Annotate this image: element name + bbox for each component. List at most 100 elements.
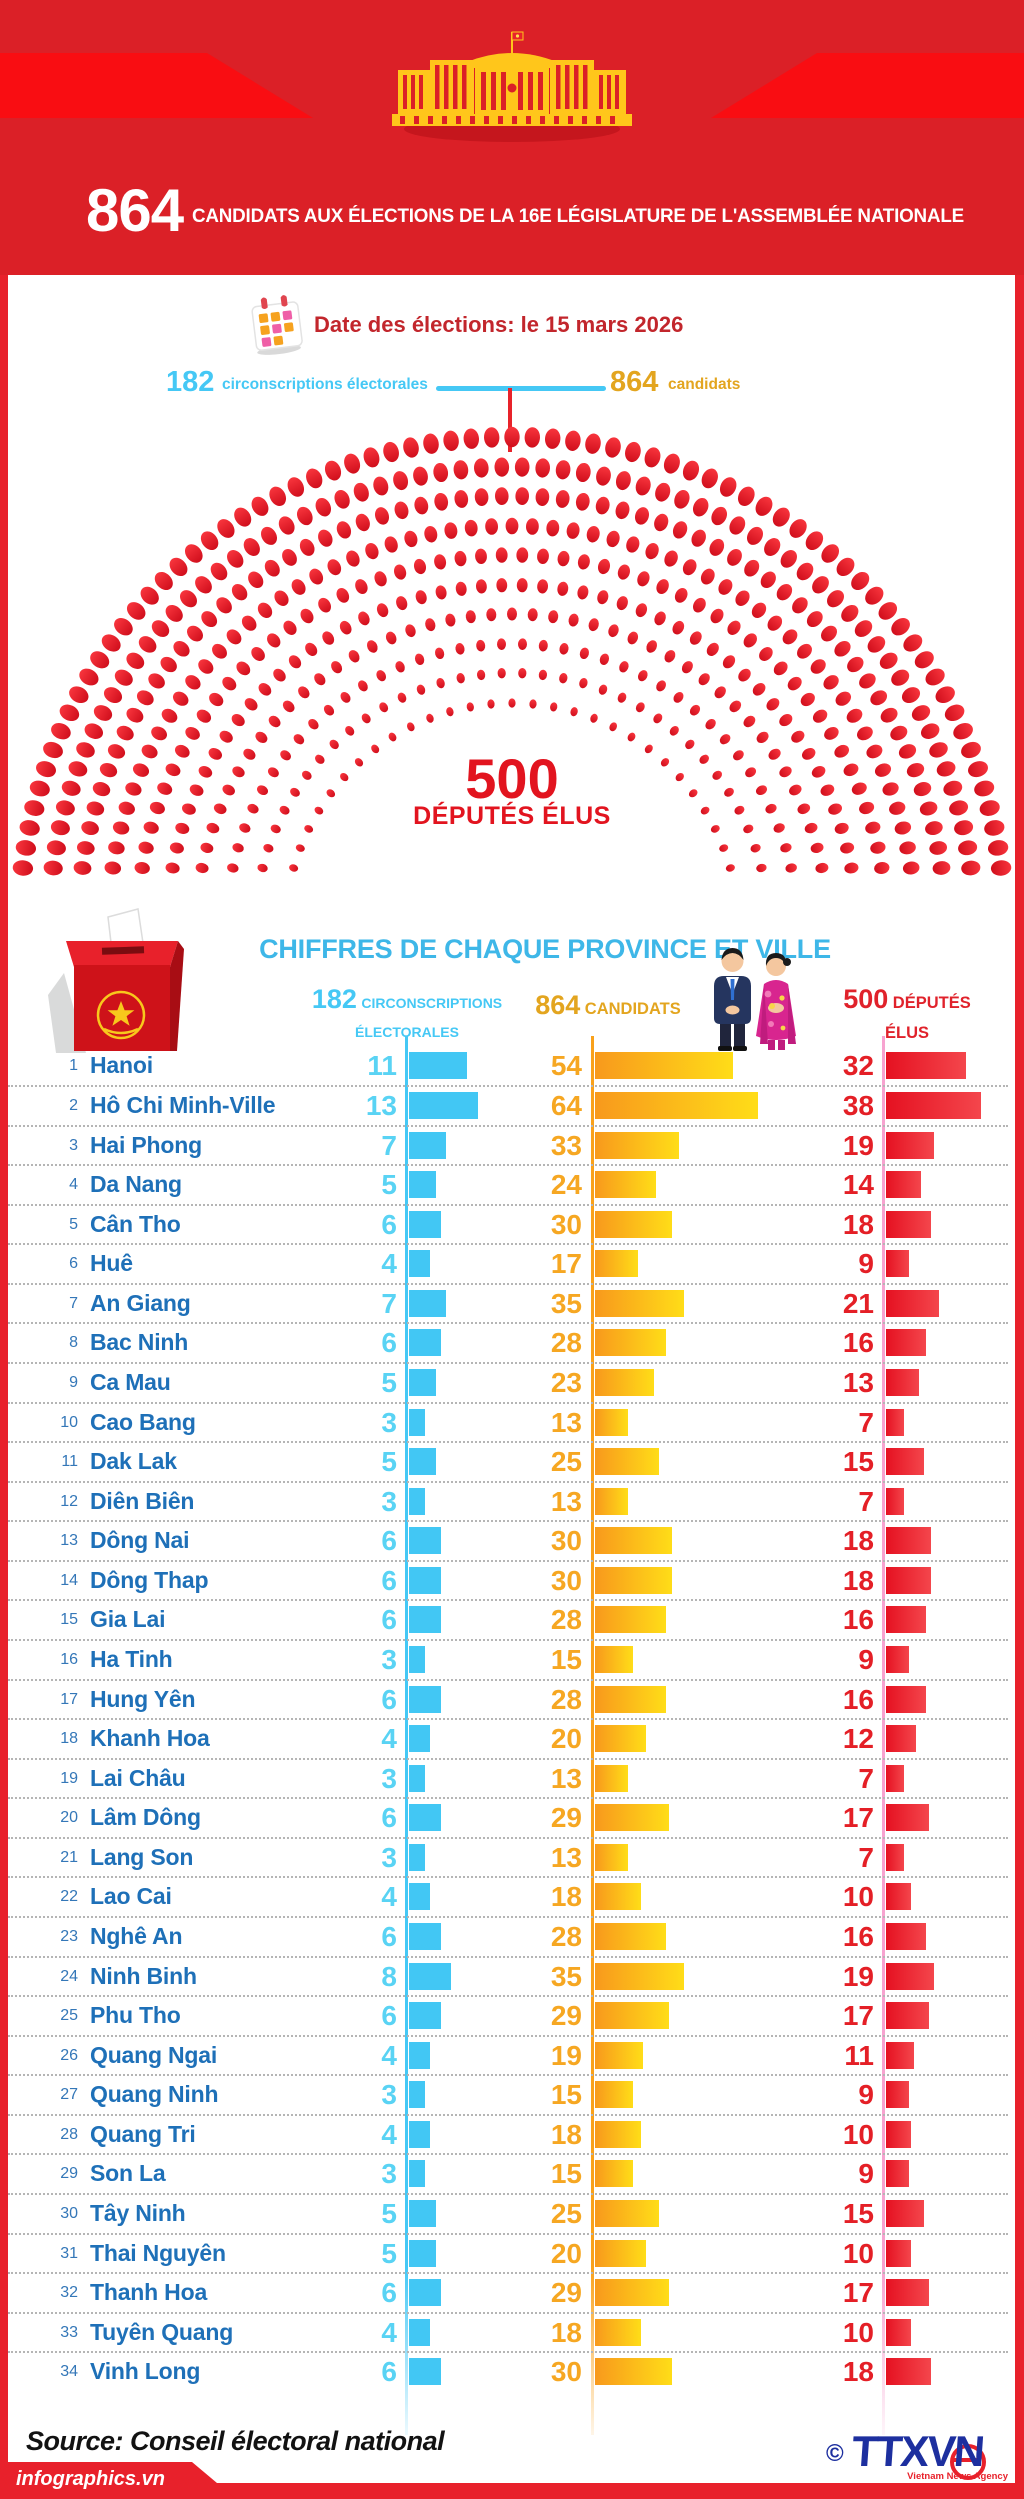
seat-dot [705,718,716,730]
candidats-bar [595,1566,672,1594]
seat-dot [789,784,802,796]
row-rank: 28 [60,2125,78,2143]
seat-dot [414,653,425,665]
seat-dot [834,744,850,758]
row-separator [8,1678,1008,1681]
row-separator [8,2074,1008,2077]
deputes-value: 13 [842,1366,874,1398]
seat-dot [914,651,934,669]
candidats-bar [595,1091,759,1119]
row-separator [8,1203,1008,1206]
seat-dot [674,588,688,603]
circonscriptions-value: 4 [381,2316,397,2348]
seat-dot [157,782,173,795]
table-row: 31 Thai Nguyên 5 20 10 [0,2232,1024,2274]
circonscriptions-bar [409,2002,441,2030]
circonscriptions-bar [409,1922,441,1950]
seat-dot [436,677,445,689]
row-rank: 31 [60,2244,78,2262]
row-rank: 7 [69,1294,78,1312]
deputes-value: 10 [842,2237,874,2269]
deputes-bar [886,2041,914,2069]
candidats-bar [595,2318,641,2346]
row-separator [8,2192,1008,2195]
seat-dot [363,447,380,468]
seat-dot [616,596,628,611]
province-name: Ha Tinh [90,1645,173,1672]
seat-dot [537,579,549,594]
seat-dot [361,713,371,724]
seat-dot [141,744,158,759]
seat-dot [689,631,702,645]
seat-dot [727,620,741,635]
row-separator [8,1915,1008,1918]
circonscriptions-value: 5 [381,1446,397,1478]
candidats-bar [595,1329,667,1357]
circonscriptions-bar [409,2160,425,2188]
seat-dot [257,602,273,618]
province-name: Gia Lai [90,1606,166,1633]
seat-dot [101,634,121,652]
circonscriptions-bar [409,1566,441,1594]
seat-dot [112,821,130,835]
seat-dot [50,820,70,836]
seat-dot [354,758,364,767]
seat-dot [843,763,859,777]
seat-dot [195,576,212,594]
seat-dot [773,823,785,833]
seat-dot [635,603,648,618]
table-row: 12 Diên Biên 3 13 7 [0,1480,1024,1522]
seat-dot [570,707,578,717]
deputes-bar [886,2279,929,2307]
seat-dot [797,643,812,659]
circonscriptions-bar [409,1764,425,1792]
seat-dot [172,691,189,706]
seat-dot [99,762,118,778]
seat-dot [943,780,963,796]
seat-dot [756,863,767,873]
seat-dot [634,507,650,525]
circonscriptions-bar [409,1448,436,1476]
candidats-bar [595,1487,629,1515]
deputes-value: 16 [842,1327,874,1359]
candidats-bar [595,1645,634,1673]
column-header-circonscriptions: 182 CIRCONSCRIPTIONS ÉLECTORALES [288,984,526,1040]
row-separator [8,1243,1008,1246]
seat-dot [340,692,351,703]
seat-dot [299,538,315,556]
row-rank: 19 [60,1769,78,1787]
seat-dot [617,692,627,703]
seat-dot [961,860,981,876]
seat-dot [234,507,252,527]
circonscriptions-bar [409,1210,441,1238]
seat-dot [954,820,974,836]
seat-dot [535,458,551,478]
seat-dot [544,428,561,449]
seat-dot [314,673,326,686]
deputes-value: 7 [858,1485,874,1517]
circonscriptions-bar [409,1289,447,1317]
seat-dot [185,675,201,690]
seat-dot [114,617,133,636]
seat-dot [698,673,710,686]
seat-dot [165,763,181,777]
row-rank: 24 [60,1967,78,1985]
province-name: Nghê An [90,1922,183,1949]
seat-dot [423,433,439,454]
province-name: Lai Châu [90,1764,186,1791]
row-separator [8,1441,1008,1444]
deputes-bar [886,2239,911,2267]
seat-dot [198,766,213,778]
seat-dot [527,608,538,622]
seat-dot [810,842,824,854]
seat-dot [660,758,670,767]
seat-dot [138,636,157,653]
seat-dot [588,618,599,632]
seat-dot [810,659,826,674]
table-row: 8 Bac Ninh 6 28 16 [0,1322,1024,1363]
seat-dot [243,538,260,556]
seat-dot [270,824,281,834]
row-rank: 18 [60,1730,78,1748]
seat-dot [435,647,445,660]
seat-dot [688,789,698,798]
